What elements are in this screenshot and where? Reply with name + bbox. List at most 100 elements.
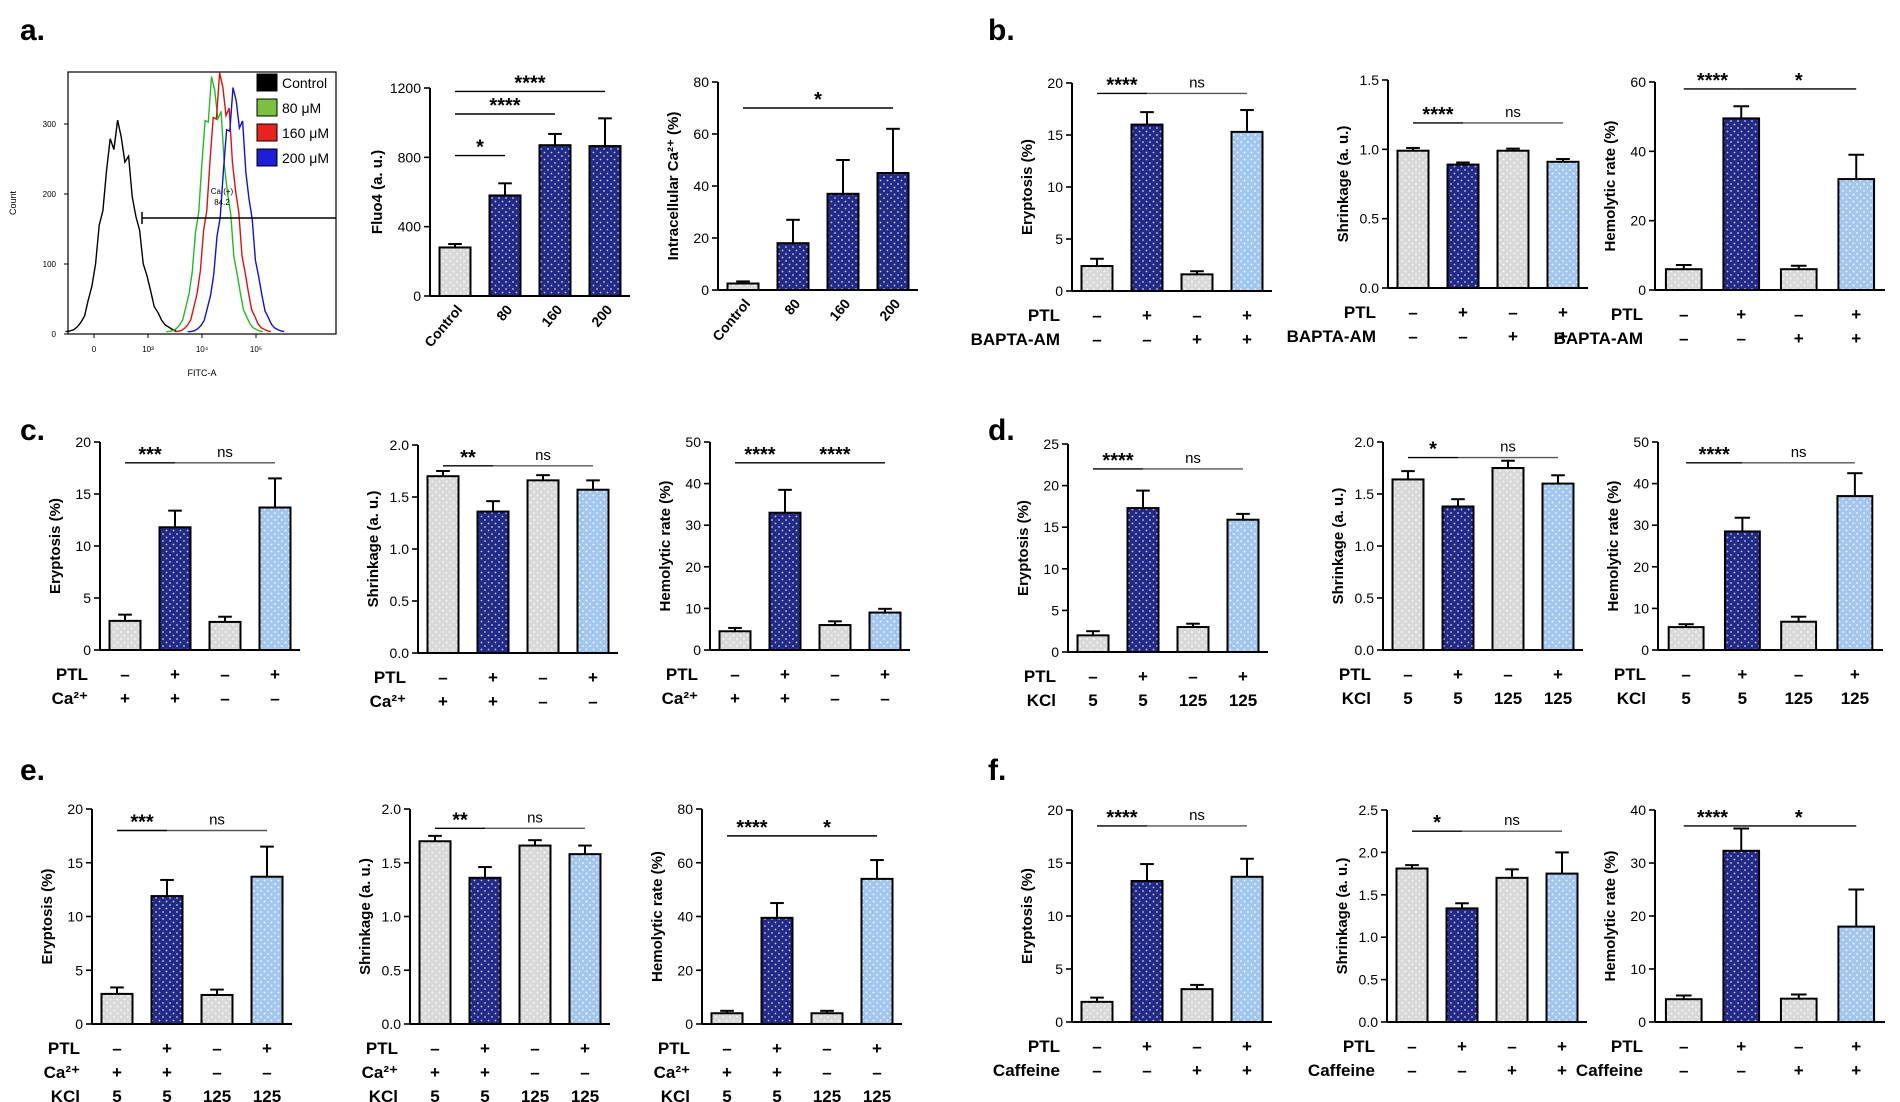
condition-value: 5 <box>162 1087 171 1102</box>
x-tick-label: Control <box>709 296 753 344</box>
y-axis-label: Eryptosis (%) <box>47 498 64 594</box>
condition-value: 125 <box>253 1087 281 1102</box>
condition-value: + <box>722 1063 732 1082</box>
condition-row-label: KCl <box>1342 689 1371 708</box>
significance-label: **** <box>1422 104 1453 126</box>
legend-label: 80 μM <box>282 100 321 116</box>
condition-row-label: KCl <box>661 1087 690 1102</box>
y-tick-label: 1.5 <box>1360 72 1380 88</box>
y-tick-label: 1.5 <box>390 489 410 505</box>
y-tick-label: 5 <box>1055 231 1063 247</box>
y-tick-label: 0.5 <box>1360 211 1380 227</box>
bar-texture <box>1725 532 1759 649</box>
condition-value: – <box>1458 327 1467 346</box>
condition-value: – <box>1407 1037 1416 1056</box>
y-axis-label: Fluo4 (a. u.) <box>369 150 386 234</box>
bar-texture <box>478 512 508 652</box>
bar-chart-e-shrinkage: 0.0 0.5 1.0 1.5 2.0 Shrinkage (a. u.) ** ns PTL –… <box>357 801 610 1102</box>
significance-label: * <box>476 137 484 159</box>
bar-texture <box>470 878 500 1023</box>
condition-value: + <box>1737 665 1747 684</box>
bar-chart-b-shrinkage: 0.0 0.5 1.0 1.5 Shrinkage (a. u.) **** ns PTL – +… <box>1287 72 1588 346</box>
bar-texture <box>1397 869 1427 1021</box>
y-tick-label: 5 <box>1055 961 1063 977</box>
y-tick-label: 0.0 <box>382 1016 402 1032</box>
condition-value: + <box>1192 1061 1202 1080</box>
condition-value: – <box>1737 329 1746 348</box>
bar-texture <box>1669 628 1703 649</box>
histogram-chart-a: 300 200 100 0 Count 0 10³ 10⁴ 10⁵ FITC-A Ca (+) 84.… <box>8 71 337 378</box>
condition-value: 5 <box>1681 689 1690 708</box>
condition-row-label: Caffeine <box>1576 1061 1643 1080</box>
condition-value: – <box>1403 665 1412 684</box>
condition-value: + <box>1242 306 1252 325</box>
condition-row-label: PTL <box>1024 667 1056 686</box>
condition-row-label: PTL <box>1339 665 1371 684</box>
condition-value: 125 <box>813 1087 841 1102</box>
x-tick-label: Control <box>421 302 465 350</box>
condition-row-label: Ca²⁺ <box>654 1063 690 1082</box>
condition-value: + <box>1242 1061 1252 1080</box>
y-tick-label: 40 <box>1630 802 1646 818</box>
significance-label: ns <box>209 812 225 829</box>
significance-label: ** <box>460 447 476 469</box>
y-axis-label: Eryptosis (%) <box>1019 868 1036 964</box>
condition-row-label: PTL <box>658 1039 690 1058</box>
bar-texture <box>1666 270 1701 289</box>
y-tick-label: 20 <box>1047 802 1063 818</box>
y-tick-label: 2.0 <box>1355 434 1375 450</box>
condition-value: – <box>270 689 279 708</box>
significance-label: ns <box>1189 74 1205 91</box>
significance-label: **** <box>1106 74 1137 96</box>
condition-value: – <box>822 1063 831 1082</box>
condition-value: – <box>430 1039 439 1058</box>
y-tick-label: 2.5 <box>1359 802 1379 818</box>
condition-value: + <box>162 1063 172 1082</box>
condition-value: – <box>1142 1061 1151 1080</box>
condition-value: – <box>822 1039 831 1058</box>
condition-value: + <box>480 1063 490 1082</box>
y-tick-label: 15 <box>1047 127 1063 143</box>
bar-texture <box>1132 882 1162 1021</box>
x-tick-label: 80 <box>493 301 515 323</box>
y-tick-label: 20 <box>685 559 701 575</box>
condition-value: – <box>212 1039 221 1058</box>
x-tick-label: 10⁵ <box>250 345 262 354</box>
x-axis-label: FITC-A <box>188 368 217 378</box>
y-tick-label: 1.0 <box>1355 538 1375 554</box>
y-tick-label: 40 <box>677 909 693 925</box>
y-tick-label: 1.5 <box>1359 887 1379 903</box>
condition-value: 125 <box>1544 689 1572 708</box>
condition-value: 5 <box>1738 689 1747 708</box>
bar-chart-c-hemolytic-rate: 0 10 20 30 40 50 Hemolytic rate (%) **** **** PTL… <box>657 434 910 708</box>
significance-label: *** <box>138 444 162 466</box>
condition-value: + <box>262 1039 272 1058</box>
x-tick-label: 10⁴ <box>196 345 209 354</box>
x-tick-label: 10³ <box>142 345 154 354</box>
y-tick-label: 0 <box>685 1016 693 1032</box>
y-axis-label: Shrinkage (a. u.) <box>365 491 382 608</box>
condition-value: – <box>722 1039 731 1058</box>
condition-value: – <box>438 668 447 687</box>
significance-label: ns <box>1500 439 1516 456</box>
condition-value: 5 <box>112 1087 121 1102</box>
condition-value: – <box>1507 1037 1516 1056</box>
condition-value: + <box>1192 330 1202 349</box>
condition-value: 125 <box>1784 689 1812 708</box>
y-tick-label: 20 <box>1630 213 1646 229</box>
bar-texture <box>1228 520 1258 651</box>
legend-swatch <box>256 98 278 117</box>
bar-chart-f-shrinkage: 0.0 0.5 1.0 1.5 2.0 2.5 Shrinkage (a. u.) * ns PT… <box>1308 802 1587 1080</box>
bar-texture <box>540 146 570 295</box>
y-tick-label: 0.5 <box>1359 972 1379 988</box>
bar-texture <box>1447 909 1477 1021</box>
bar-texture <box>770 513 800 649</box>
condition-row-label: PTL <box>1611 1037 1643 1056</box>
bar-texture <box>528 481 558 652</box>
significance-label: ns <box>535 447 551 464</box>
bar-chart-a-intracellular-ca: 0 20 40 60 80 Intracellular Ca²⁺ (%) * Control 8… <box>665 74 918 344</box>
y-tick-label: 5 <box>83 590 91 606</box>
condition-value: + <box>772 1063 782 1082</box>
condition-value: + <box>1851 329 1861 348</box>
